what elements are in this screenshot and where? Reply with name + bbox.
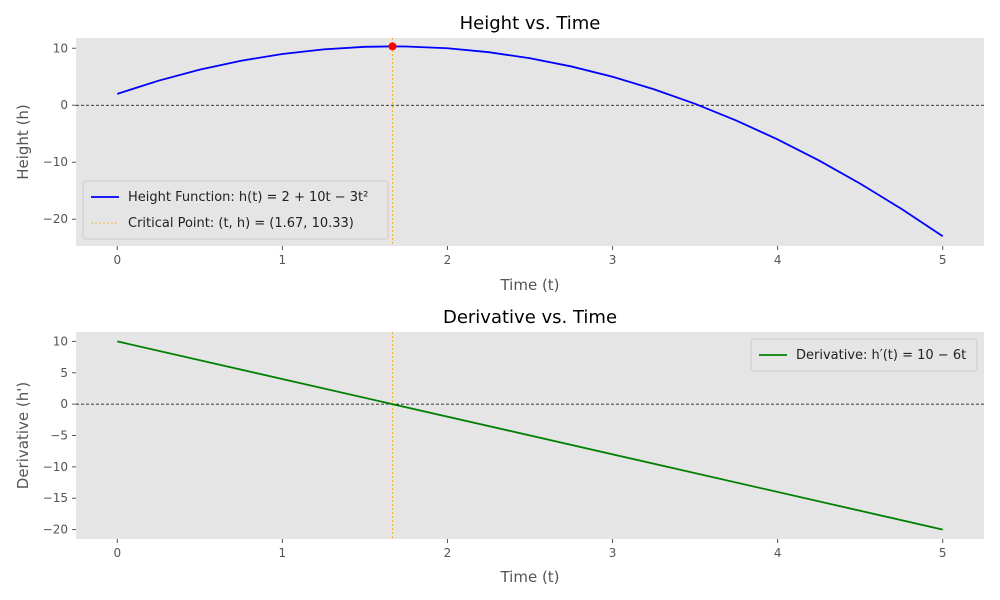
y-tick-label: 10 [53,334,68,348]
subplot-1: 0 1 2 3 4 5 −20 −10 0 10 Height vs. Time Time (t) He… [14,13,984,294]
y-axis-label: Height (h) [14,104,32,180]
x-tick-label: 3 [609,253,617,267]
x-tick-label: 5 [939,546,947,560]
x-tick-label: 1 [279,253,287,267]
legend-box [750,338,978,372]
y-tick-label: 0 [60,397,68,411]
y-tick-label: −20 [43,523,68,537]
x-tick-label: 4 [774,253,782,267]
y-tick-label: 0 [60,98,68,112]
y-tick-label: −15 [43,491,68,505]
x-tick-label: 4 [774,546,782,560]
x-axis-label: Time (t) [499,568,559,586]
series-line-1 [116,45,944,238]
y-axis-label: Derivative (h') [14,382,32,489]
y-tick-label: −10 [43,155,68,169]
y-tick-label: −10 [43,460,68,474]
x-tick-label: 3 [609,546,617,560]
x-tick-label: 2 [444,253,452,267]
x-tick-label: 0 [113,546,121,560]
critical-point-marker [388,42,397,51]
x-tick-label: 5 [939,253,947,267]
y-tick-label: −20 [43,212,68,226]
series-line-1 [117,340,943,531]
y-tick-label: 5 [60,366,68,380]
x-tick-label: 1 [279,546,287,560]
chart-title: Derivative vs. Time [443,307,617,328]
y-tick-label: 10 [53,41,68,55]
x-tick-label: 2 [444,546,452,560]
legend: Derivative: h′(t) = 10 − 6t [750,338,978,372]
chart-title: Height vs. Time [460,13,601,34]
x-axis-label: Time (t) [499,276,559,294]
legend-box [82,180,389,240]
subplot-2: 0 1 2 3 4 5 −20 −15 −10 −5 0 5 10 Derivative vs. Time… [14,307,984,586]
legend: Height Function: h(t) = 2 + 10t − 3t² Cri… [82,180,389,240]
legend-entry: Height Function: h(t) = 2 + 10t − 3t² [128,190,368,205]
x-tick-label: 0 [113,253,121,267]
legend-entry: Critical Point: (t, h) = (1.67, 10.33) [128,216,354,231]
y-tick-label: −5 [50,429,68,443]
legend-entry: Derivative: h′(t) = 10 − 6t [796,348,966,363]
